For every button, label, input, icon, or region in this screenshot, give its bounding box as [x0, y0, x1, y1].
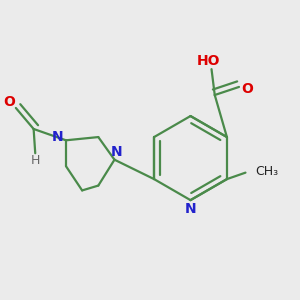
Text: N: N: [52, 130, 64, 144]
Text: N: N: [185, 202, 196, 216]
Text: O: O: [241, 82, 253, 95]
Text: O: O: [3, 95, 15, 109]
Text: H: H: [31, 154, 40, 167]
Text: HO: HO: [196, 54, 220, 68]
Text: CH₃: CH₃: [255, 164, 278, 178]
Text: N: N: [110, 145, 122, 159]
